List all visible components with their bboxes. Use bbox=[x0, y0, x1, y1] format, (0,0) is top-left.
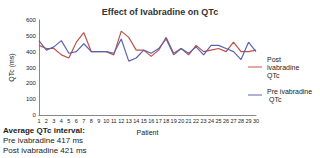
svg-text:19: 19 bbox=[171, 118, 177, 124]
svg-text:Average QTc interval:: Average QTc interval: bbox=[3, 126, 85, 135]
svg-text:20: 20 bbox=[178, 118, 184, 124]
svg-text:13: 13 bbox=[126, 118, 132, 124]
svg-text:7: 7 bbox=[82, 118, 85, 124]
svg-text:400: 400 bbox=[26, 49, 37, 55]
svg-text:6: 6 bbox=[75, 118, 78, 124]
svg-text:Pre ivabradine: Pre ivabradine bbox=[267, 88, 312, 95]
svg-text:25: 25 bbox=[216, 118, 222, 124]
svg-text:QTc: QTc bbox=[267, 72, 280, 80]
svg-text:30: 30 bbox=[253, 118, 259, 124]
svg-text:21: 21 bbox=[186, 118, 192, 124]
svg-text:0: 0 bbox=[33, 112, 37, 118]
svg-text:18: 18 bbox=[163, 118, 169, 124]
svg-text:200: 200 bbox=[26, 80, 37, 86]
svg-text:27: 27 bbox=[230, 118, 236, 124]
svg-text:14: 14 bbox=[133, 118, 139, 124]
svg-text:QTc (ms): QTc (ms) bbox=[8, 53, 16, 81]
svg-text:17: 17 bbox=[156, 118, 162, 124]
svg-text:Patient: Patient bbox=[137, 129, 159, 136]
svg-text:15: 15 bbox=[141, 118, 147, 124]
svg-text:1: 1 bbox=[37, 118, 40, 124]
svg-text:Post ivabradine 421 ms: Post ivabradine 421 ms bbox=[3, 146, 87, 155]
svg-text:23: 23 bbox=[201, 118, 207, 124]
svg-text:12: 12 bbox=[118, 118, 124, 124]
svg-text:QTc: QTc bbox=[267, 96, 282, 104]
svg-text:Effect of Ivabradine on QTc: Effect of Ivabradine on QTc bbox=[102, 7, 218, 17]
svg-text:16: 16 bbox=[148, 118, 154, 124]
svg-text:29: 29 bbox=[245, 118, 251, 124]
svg-text:500: 500 bbox=[26, 33, 37, 39]
svg-text:11: 11 bbox=[111, 118, 117, 124]
svg-text:4: 4 bbox=[60, 118, 63, 124]
svg-text:300: 300 bbox=[26, 65, 37, 71]
svg-text:24: 24 bbox=[208, 118, 214, 124]
svg-text:Pre ivabradine 417 ms: Pre ivabradine 417 ms bbox=[3, 136, 83, 145]
svg-text:28: 28 bbox=[238, 118, 244, 124]
svg-text:22: 22 bbox=[193, 118, 199, 124]
svg-text:600: 600 bbox=[26, 17, 37, 23]
svg-text:Post: Post bbox=[267, 56, 283, 63]
svg-text:2: 2 bbox=[45, 118, 48, 124]
svg-text:5: 5 bbox=[67, 118, 70, 124]
svg-text:10: 10 bbox=[103, 118, 109, 124]
svg-text:9: 9 bbox=[97, 118, 100, 124]
svg-text:100: 100 bbox=[26, 96, 37, 102]
svg-text:3: 3 bbox=[52, 118, 55, 124]
svg-text:8: 8 bbox=[90, 118, 93, 124]
svg-text:ivabradine: ivabradine bbox=[267, 64, 301, 71]
svg-text:26: 26 bbox=[223, 118, 229, 124]
